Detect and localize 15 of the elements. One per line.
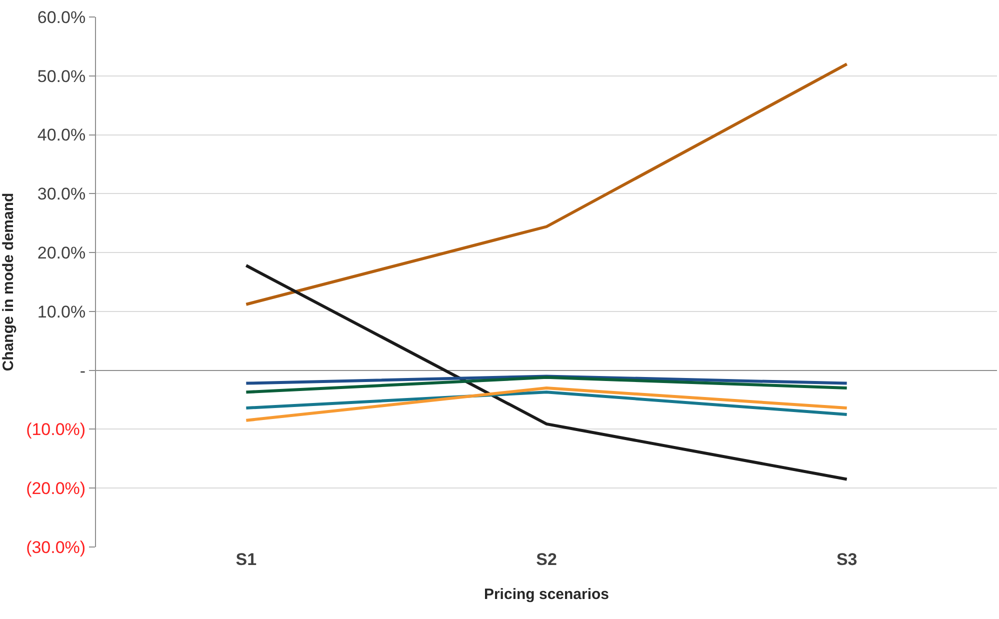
y-tick-label: 10.0% <box>37 302 86 322</box>
x-axis-title: Pricing scenarios <box>484 586 610 603</box>
y-tick-label: 20.0% <box>37 244 86 263</box>
y-axis-title: Change in mode demand <box>0 192 17 372</box>
y-tick-label: (20.0%) <box>26 479 86 498</box>
x-tick-label: S1 <box>236 550 257 569</box>
y-tick-label: (10.0%) <box>26 420 86 440</box>
y-tick-label: - <box>80 361 86 380</box>
y-tick-label: 30.0% <box>37 184 86 204</box>
y-tick-label: (30.0%) <box>26 538 86 557</box>
x-tick-label: S3 <box>836 550 858 569</box>
y-tick-label: 40.0% <box>37 126 86 145</box>
y-tick-label: 60.0% <box>37 8 86 27</box>
x-tick-label: S2 <box>536 550 557 569</box>
y-tick-label: 50.0% <box>37 66 86 86</box>
